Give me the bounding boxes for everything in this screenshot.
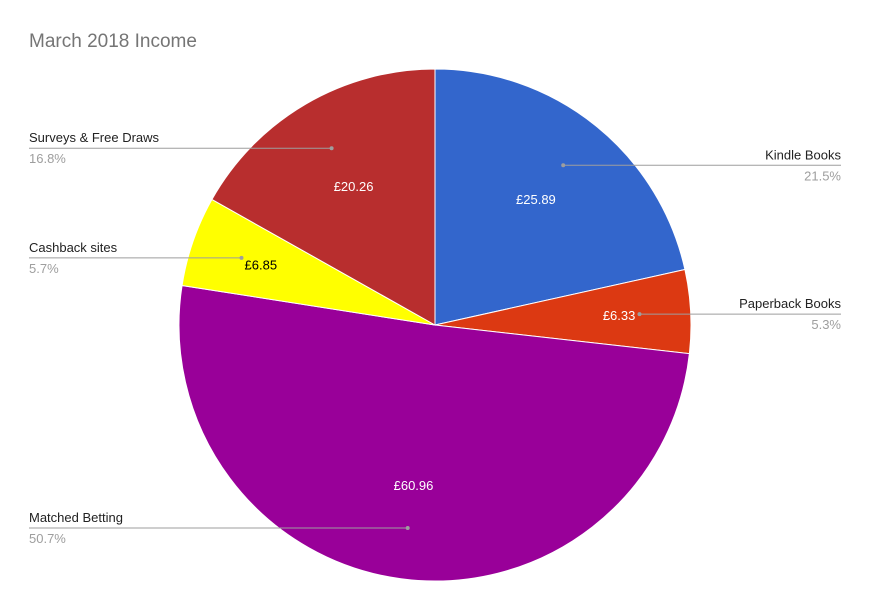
chart-title: March 2018 Income <box>29 31 197 52</box>
legend-percent-kindle-books: 21.5% <box>804 168 841 183</box>
legend-percent-paperback-books: 5.3% <box>811 317 841 332</box>
leader-dot-matched-betting <box>405 526 410 530</box>
legend-percent-matched-betting: 50.7% <box>29 531 66 546</box>
slice-kindle-books <box>434 68 686 326</box>
slice-value-label-surveys-and-free-draws: £20.26 <box>334 179 374 194</box>
legend-label-surveys-and-free-draws: Surveys & Free Draws <box>29 130 160 145</box>
legend-percent-surveys-and-free-draws: 16.8% <box>29 151 66 166</box>
leader-dot-surveys-and-free-draws <box>329 146 334 151</box>
slice-matched-betting <box>178 284 690 582</box>
slice-value-label-paperback-books: £6.33 <box>603 308 636 323</box>
leader-dot-paperback-books <box>637 312 642 317</box>
leader-dot-kindle-books <box>561 163 566 168</box>
slice-surveys-and-free-draws <box>211 68 436 326</box>
slice-value-label-matched-betting: £60.96 <box>394 478 434 493</box>
slice-value-label-kindle-books: £25.89 <box>516 192 556 207</box>
legend-label-kindle-books: Kindle Books <box>765 147 841 162</box>
slice-value-label-cashback-sites: £6.85 <box>245 258 278 273</box>
pie-leader-lines: Kindle Books 21.5% Paperback Books 5.3% Matc… <box>29 130 841 546</box>
legend-label-paperback-books: Paperback Books <box>739 296 841 311</box>
pie-slices <box>178 68 692 582</box>
legend-label-matched-betting: Matched Betting <box>29 510 123 525</box>
pie-slice-labels: £25.89 £6.33 £60.96 £6.85 £20.26 <box>245 179 636 493</box>
legend-label-cashback-sites: Cashback sites <box>29 240 118 255</box>
leader-dot-cashback-sites <box>239 255 244 260</box>
legend-percent-cashback-sites: 5.7% <box>29 261 59 276</box>
